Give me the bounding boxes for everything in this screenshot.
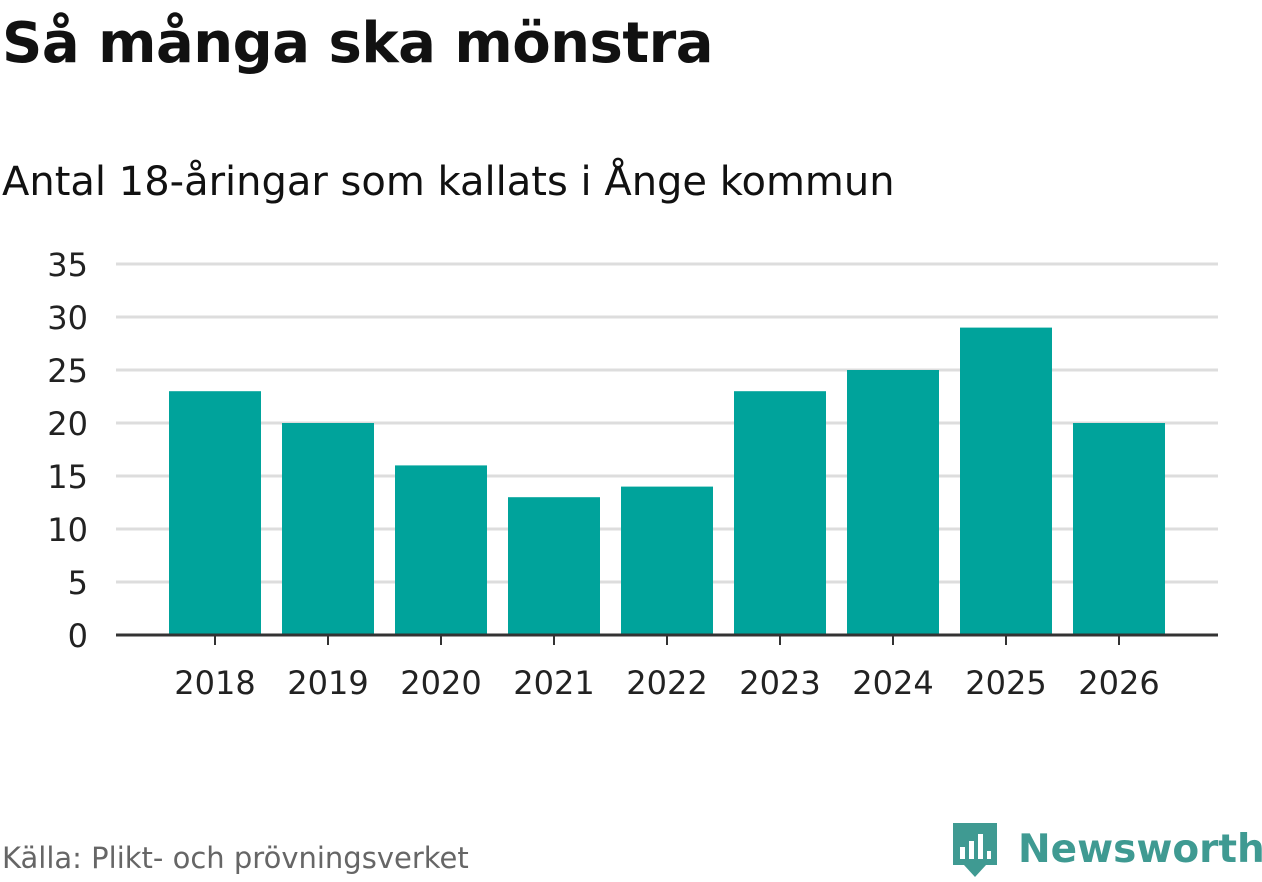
brand-name: Newsworthy xyxy=(1018,827,1262,872)
x-axis-ticks: 2018 2019 2020 2021 2022 2023 2024 2025 2026 xyxy=(174,635,1160,702)
brand-logo: Newsworthy xyxy=(950,818,1262,882)
y-tick-label: 15 xyxy=(47,458,88,496)
chart-title: Så många ska mönstra xyxy=(2,11,714,76)
bar-2024 xyxy=(847,370,939,635)
x-tick-label: 2019 xyxy=(287,664,368,702)
x-tick-label: 2023 xyxy=(739,664,820,702)
bar-2021 xyxy=(508,497,600,635)
y-tick-label: 10 xyxy=(47,511,88,549)
y-tick-label: 5 xyxy=(68,564,88,602)
bar-2020 xyxy=(395,465,487,635)
chart-subtitle: Antal 18-åringar som kallats i Ånge komm… xyxy=(2,159,895,205)
y-tick-label: 25 xyxy=(47,352,88,390)
bar-2025 xyxy=(960,327,1052,635)
x-tick-label: 2021 xyxy=(513,664,594,702)
y-tick-label: 35 xyxy=(47,246,88,284)
bar-2019 xyxy=(282,423,374,635)
source-note: Källa: Plikt- och prövningsverket xyxy=(2,841,469,875)
newsworthy-logo-icon xyxy=(953,823,997,877)
x-tick-label: 2024 xyxy=(852,664,933,702)
bar-2018 xyxy=(169,391,261,635)
y-tick-label: 20 xyxy=(47,405,88,443)
bar-2022 xyxy=(621,486,713,635)
y-tick-label: 0 xyxy=(68,617,88,655)
bar-2023 xyxy=(734,391,826,635)
x-tick-label: 2020 xyxy=(400,664,481,702)
x-tick-label: 2018 xyxy=(174,664,255,702)
bar-2026 xyxy=(1073,423,1165,635)
y-tick-label: 30 xyxy=(47,299,88,337)
bars xyxy=(169,327,1165,635)
x-tick-label: 2026 xyxy=(1078,664,1159,702)
x-tick-label: 2022 xyxy=(626,664,707,702)
x-tick-label: 2025 xyxy=(965,664,1046,702)
y-axis-tick-labels: 0 5 10 15 20 25 30 35 xyxy=(47,246,88,655)
